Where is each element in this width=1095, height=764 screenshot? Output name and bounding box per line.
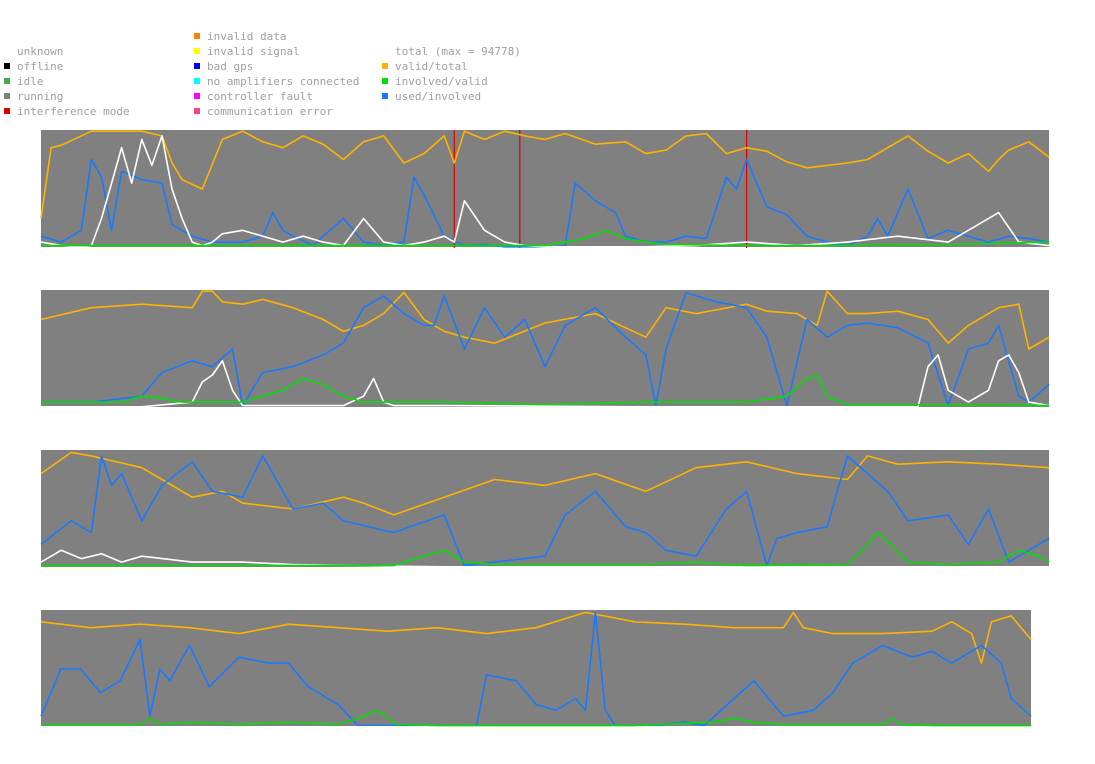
chart-background (41, 450, 1049, 568)
legend-swatch (382, 63, 388, 69)
legend-error-states: invalid data invalid signal bad gps no ampl… (194, 29, 359, 119)
legend-item: communication error (194, 104, 359, 119)
legend-swatch (4, 93, 10, 99)
legend-item: bad gps (194, 59, 359, 74)
legend-item: involved/valid (382, 74, 521, 89)
legend-label: bad gps (207, 60, 254, 73)
legend-swatch (382, 93, 388, 99)
legend-swatch (4, 78, 10, 84)
valid-total-line (40, 290, 1050, 350)
legend-item: used/involved (382, 89, 521, 104)
legend-item: total (max = 94778) (382, 44, 521, 59)
chart-panel-3 (40, 450, 1050, 569)
legend-swatch (194, 93, 200, 99)
involved-valid-line (41, 374, 1050, 407)
legend-label: idle (17, 75, 44, 88)
legend-item: unknown (4, 44, 130, 59)
legend-swatch (4, 63, 10, 69)
legend-item: offline (4, 59, 130, 74)
used-involved-line (41, 291, 1050, 407)
chart-background (41, 290, 1049, 408)
legend-label: controller fault (207, 90, 313, 103)
total-line (40, 549, 1049, 568)
used-involved-line (40, 611, 1032, 727)
valid-total-line (40, 611, 1032, 664)
total-line (40, 135, 1050, 248)
valid-total-line (40, 130, 1050, 219)
legend-label: no amplifiers connected (207, 75, 360, 88)
total-line (41, 354, 1050, 408)
legend-ratios: total (max = 94778) valid/total involved/v… (382, 44, 521, 104)
legend-label: invalid data (207, 30, 287, 43)
legend-swatch (194, 108, 200, 114)
legend-item: invalid data (194, 29, 359, 44)
chart-background (41, 130, 1049, 248)
legend-item: invalid signal (194, 44, 359, 59)
legend-swatch (382, 48, 388, 54)
legend-item: valid/total (382, 59, 521, 74)
legend-swatch (4, 108, 10, 114)
legend-label: unknown (17, 45, 64, 58)
legend-label: involved/valid (395, 75, 488, 88)
legend-label: used/involved (395, 90, 482, 103)
legend-station-states: unknown offline idle running interference mo… (4, 44, 130, 119)
legend-swatch (194, 78, 200, 84)
legend-item: interference mode (4, 104, 130, 119)
involved-valid-line (41, 531, 1050, 567)
legend-label: offline (17, 60, 64, 73)
legend-label: communication error (207, 105, 333, 118)
legend-label: running (17, 90, 64, 103)
chart-panel-4 (40, 610, 1032, 729)
legend-swatch (194, 33, 200, 39)
involved-valid-line (41, 709, 1031, 727)
legend-label: invalid signal (207, 45, 300, 58)
legend-label: valid/total (395, 60, 468, 73)
legend-item: running (4, 89, 130, 104)
legend-item: controller fault (194, 89, 359, 104)
legend-label: interference mode (17, 105, 130, 118)
legend-item: no amplifiers connected (194, 74, 359, 89)
legend-swatch (194, 48, 200, 54)
used-involved-line (40, 455, 1050, 567)
chart-panel-2 (40, 290, 1050, 409)
legend-swatch (382, 78, 388, 84)
involved-valid-line (41, 229, 1050, 247)
legend-label: total (max = 94778) (395, 45, 521, 58)
legend-item: idle (4, 74, 130, 89)
chart-panel-1 (40, 130, 1050, 249)
legend-swatch (4, 48, 10, 54)
legend-swatch (194, 63, 200, 69)
